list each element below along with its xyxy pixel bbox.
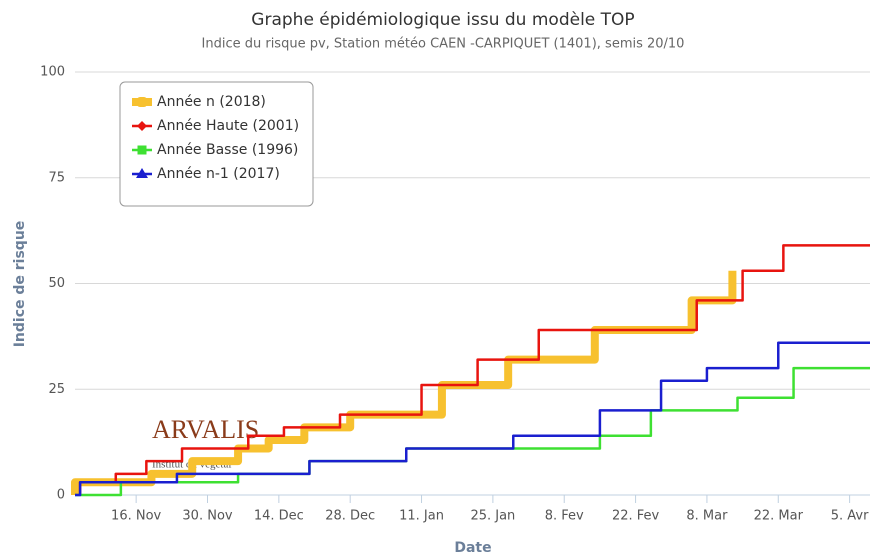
- legend-label: Année n-1 (2017): [157, 166, 280, 182]
- x-tick-label: 11. Jan: [399, 509, 444, 524]
- y-tick-label: 50: [48, 276, 65, 291]
- chart-subtitle: Indice du risque pv, Station météo CAEN …: [202, 37, 685, 52]
- x-axis-label: Date: [454, 540, 491, 556]
- legend-label: Année Basse (1996): [157, 142, 298, 158]
- x-tick-label: 25. Jan: [470, 509, 515, 524]
- legend-box: [119, 81, 314, 207]
- legend-marker: [137, 121, 147, 131]
- series-line: [78, 244, 870, 495]
- legend-label: Année Haute (2001): [157, 118, 299, 134]
- x-tick-label: 28. Dec: [325, 509, 375, 524]
- x-tick-label: 8. Mar: [686, 509, 728, 524]
- legend-marker: [136, 168, 148, 178]
- x-tick-label: 22. Mar: [754, 509, 804, 524]
- legend-marker: [137, 145, 147, 155]
- y-tick-label: 100: [40, 65, 65, 80]
- legend-label: Année n (2018): [157, 94, 266, 110]
- y-tick-label: 25: [48, 382, 65, 397]
- chart-title: Graphe épidémiologique issu du modèle TO…: [251, 10, 634, 30]
- y-tick-label: 0: [57, 488, 65, 503]
- series-line: [75, 341, 870, 497]
- logo: ARVALIS: [152, 415, 259, 444]
- x-tick-label: 22. Fev: [612, 509, 660, 524]
- x-tick-label: 14. Dec: [254, 509, 304, 524]
- y-tick-label: 75: [48, 170, 65, 185]
- x-tick-label: 30. Nov: [182, 509, 232, 524]
- x-tick-label: 5. Avr: [831, 509, 869, 524]
- x-tick-label: 16. Nov: [111, 509, 161, 524]
- x-tick-label: 8. Fev: [545, 509, 584, 524]
- legend-marker: [137, 97, 147, 107]
- y-axis-label: Indice de risque: [12, 221, 28, 348]
